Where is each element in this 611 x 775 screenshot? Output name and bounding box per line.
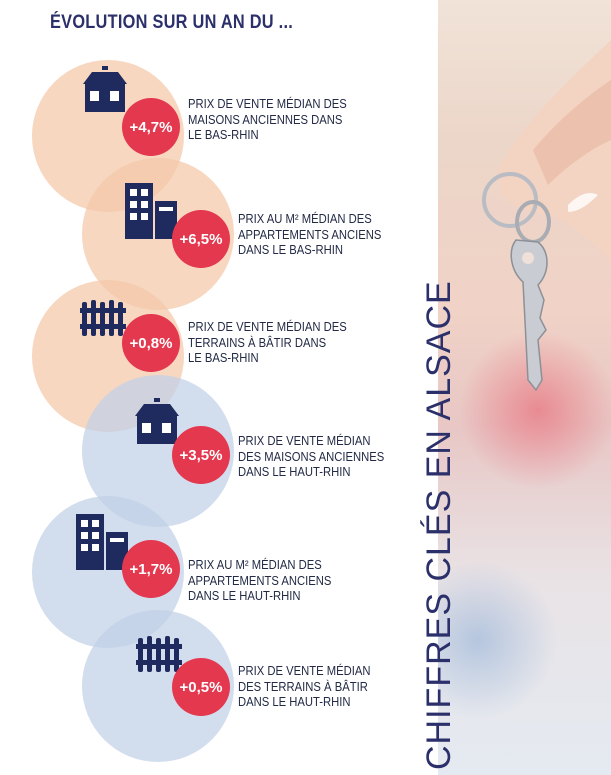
value-badge-2: +6,5% bbox=[172, 210, 230, 268]
item-4-label: PRIX DE VENTE MÉDIAN DES MAISONS ANCIENN… bbox=[238, 434, 384, 481]
item-3-line-2: TERRAINS À BÂTIR DANS bbox=[188, 335, 327, 350]
item-5-line-1: PRIX AU M² MÉDIAN DES bbox=[188, 558, 322, 572]
item-3-line-1: PRIX DE VENTE MÉDIAN DES bbox=[188, 320, 347, 334]
value-badge-4: +3,5% bbox=[172, 426, 230, 484]
value-badge-1: +4,7% bbox=[122, 98, 180, 156]
keys-photo bbox=[438, 0, 611, 775]
hand-and-keys-illustration bbox=[482, 40, 611, 392]
item-2-line-1: PRIX AU M² MÉDIAN DES bbox=[238, 212, 372, 226]
apartment-building-icon bbox=[76, 514, 128, 570]
apartment-building-icon bbox=[125, 183, 177, 239]
item-4-line-3: DANS LE HAUT-RHIN bbox=[238, 465, 351, 479]
side-title-container: CHIFFRES CLÉS EN ALSACE bbox=[400, 280, 458, 770]
house-icon bbox=[83, 66, 127, 112]
item-4-line-1: PRIX DE VENTE MÉDIAN bbox=[238, 434, 371, 448]
item-5-label: PRIX AU M² MÉDIAN DES APPARTEMENTS ANCIE… bbox=[188, 558, 331, 605]
house-icon bbox=[135, 398, 179, 444]
value-badge-5: +1,7% bbox=[122, 540, 180, 598]
value-badge-3: +0,8% bbox=[122, 314, 180, 372]
fence-icon bbox=[80, 300, 126, 336]
item-6-label: PRIX DE VENTE MÉDIAN DES TERRAINS À BÂTI… bbox=[238, 664, 371, 711]
item-1-label: PRIX DE VENTE MÉDIAN DES MAISONS ANCIENN… bbox=[188, 97, 347, 144]
item-4-line-2: DES MAISONS ANCIENNES bbox=[238, 449, 385, 464]
item-1-line-2: MAISONS ANCIENNES DANS bbox=[188, 112, 343, 127]
item-5-line-2: APPARTEMENTS ANCIENS bbox=[188, 573, 332, 588]
item-2-line-3: DANS LE BAS-RHIN bbox=[238, 243, 344, 257]
value-badge-6: +0,5% bbox=[172, 658, 230, 716]
item-1-line-1: PRIX DE VENTE MÉDIAN DES bbox=[188, 97, 347, 111]
item-3-label: PRIX DE VENTE MÉDIAN DES TERRAINS À BÂTI… bbox=[188, 320, 347, 367]
item-1-line-3: LE BAS-RHIN bbox=[188, 128, 259, 142]
item-6-line-1: PRIX DE VENTE MÉDIAN bbox=[238, 664, 371, 678]
item-2-label: PRIX AU M² MÉDIAN DES APPARTEMENTS ANCIE… bbox=[238, 212, 381, 259]
item-3-line-3: LE BAS-RHIN bbox=[188, 351, 259, 365]
item-6-line-3: DANS LE HAUT-RHIN bbox=[238, 695, 351, 709]
side-title: CHIFFRES CLÉS EN ALSACE bbox=[420, 280, 458, 770]
item-5-line-3: DANS LE HAUT-RHIN bbox=[188, 589, 301, 603]
item-6-line-2: DES TERRAINS À BÂTIR bbox=[238, 679, 368, 694]
item-2-line-2: APPARTEMENTS ANCIENS bbox=[238, 227, 382, 242]
page-title: ÉVOLUTION SUR UN AN DU ... bbox=[50, 12, 294, 33]
fence-icon bbox=[136, 636, 182, 672]
